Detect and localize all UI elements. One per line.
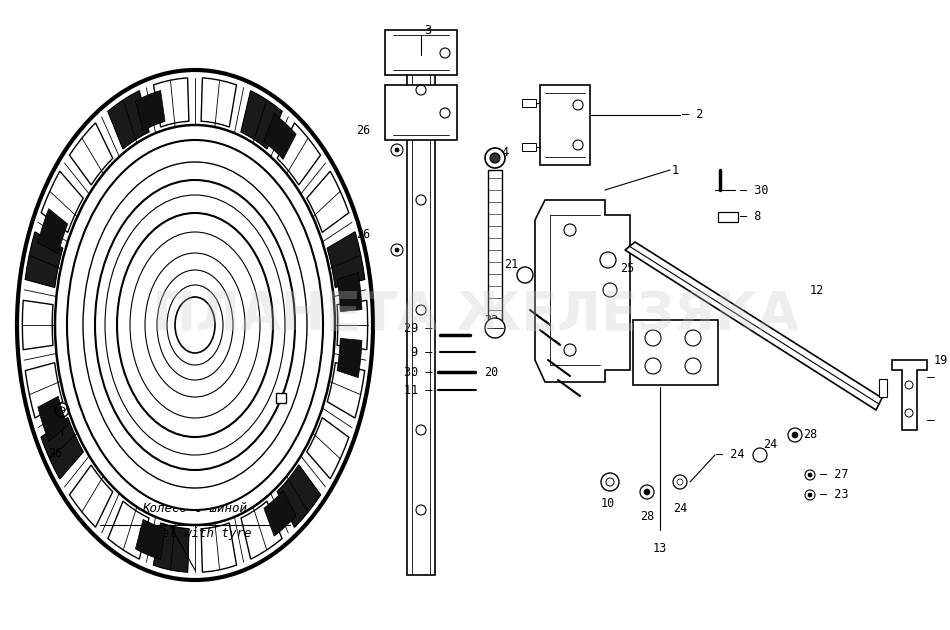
Text: 26: 26 [355, 123, 370, 137]
Polygon shape [26, 232, 63, 287]
Text: 28: 28 [803, 428, 817, 442]
Bar [276, 392, 286, 403]
Circle shape [808, 473, 812, 477]
Text: 30 —: 30 — [404, 365, 432, 379]
Text: 21: 21 [504, 258, 518, 272]
Polygon shape [201, 523, 237, 572]
Polygon shape [154, 523, 189, 572]
Text: — 30: — 30 [740, 183, 769, 197]
Polygon shape [264, 491, 296, 536]
Text: ПЛАНЕТА ЖЕЛЕЗЯКА: ПЛАНЕТА ЖЕЛЕЗЯКА [151, 289, 799, 341]
Circle shape [644, 489, 650, 495]
Bar [488, 170, 502, 320]
Circle shape [490, 153, 500, 163]
Circle shape [485, 318, 505, 338]
Polygon shape [108, 91, 149, 149]
Text: 20: 20 [484, 365, 498, 379]
Ellipse shape [17, 70, 373, 580]
Ellipse shape [95, 180, 295, 470]
Polygon shape [23, 301, 53, 350]
Text: 25: 25 [620, 261, 635, 275]
Polygon shape [241, 501, 282, 559]
Bar [522, 143, 536, 151]
Text: — 8: — 8 [740, 210, 761, 224]
Bar [540, 85, 590, 165]
Polygon shape [277, 465, 320, 527]
Polygon shape [108, 501, 149, 559]
Polygon shape [307, 171, 349, 232]
Text: 24: 24 [763, 438, 777, 452]
Polygon shape [69, 123, 113, 185]
Text: 9 —: 9 — [410, 345, 432, 358]
Text: 26: 26 [355, 229, 370, 241]
Text: — 23: — 23 [820, 488, 848, 501]
Bar [879, 379, 887, 397]
Polygon shape [307, 418, 349, 479]
Polygon shape [241, 91, 282, 149]
Text: Колесо с шиной: Колесо с шиной [142, 502, 248, 515]
Text: 29 —: 29 — [404, 321, 432, 335]
Polygon shape [41, 418, 84, 479]
Text: 12: 12 [810, 284, 825, 297]
Text: 10: 10 [600, 497, 616, 510]
Circle shape [485, 148, 505, 168]
Polygon shape [241, 91, 282, 149]
Polygon shape [328, 232, 365, 287]
Text: Wheel with tyre: Wheel with tyre [139, 527, 251, 540]
Circle shape [517, 267, 533, 283]
Polygon shape [41, 171, 84, 232]
Polygon shape [277, 465, 320, 527]
Text: 4: 4 [501, 146, 508, 159]
Text: 28: 28 [640, 510, 655, 523]
Circle shape [395, 248, 399, 252]
Polygon shape [264, 114, 296, 159]
Text: — 24: — 24 [716, 449, 745, 462]
Circle shape [792, 432, 798, 438]
Polygon shape [41, 418, 84, 479]
Polygon shape [328, 232, 365, 287]
Polygon shape [277, 123, 320, 185]
Text: 19: 19 [934, 353, 948, 367]
Polygon shape [26, 232, 63, 287]
Ellipse shape [67, 140, 323, 510]
Text: 13: 13 [653, 542, 667, 555]
Polygon shape [892, 360, 927, 430]
Text: — 27: — 27 [820, 469, 848, 481]
Polygon shape [26, 363, 63, 418]
Circle shape [808, 493, 812, 497]
Text: 22: 22 [484, 314, 498, 326]
Polygon shape [337, 338, 362, 377]
Polygon shape [136, 519, 165, 559]
Bar [407, 55, 435, 575]
Bar [385, 85, 457, 140]
Ellipse shape [117, 213, 273, 437]
Bar [718, 212, 738, 222]
Bar [385, 30, 457, 75]
Text: 3: 3 [424, 23, 431, 37]
Bar [522, 99, 536, 107]
Polygon shape [337, 272, 362, 312]
Polygon shape [625, 242, 882, 410]
Text: — 2: — 2 [682, 108, 703, 122]
Text: 24: 24 [673, 502, 687, 515]
Text: 26: 26 [48, 447, 62, 460]
Text: 11 —: 11 — [404, 384, 432, 396]
Circle shape [395, 148, 399, 152]
Polygon shape [154, 78, 189, 127]
Polygon shape [38, 209, 67, 254]
Polygon shape [154, 523, 189, 572]
Polygon shape [328, 363, 365, 418]
Polygon shape [108, 91, 149, 149]
Polygon shape [535, 200, 630, 382]
Polygon shape [38, 396, 67, 442]
Bar [633, 320, 718, 385]
Text: 1: 1 [672, 164, 679, 176]
Polygon shape [136, 91, 165, 130]
Polygon shape [201, 78, 237, 127]
Polygon shape [337, 301, 368, 350]
Polygon shape [69, 465, 113, 527]
